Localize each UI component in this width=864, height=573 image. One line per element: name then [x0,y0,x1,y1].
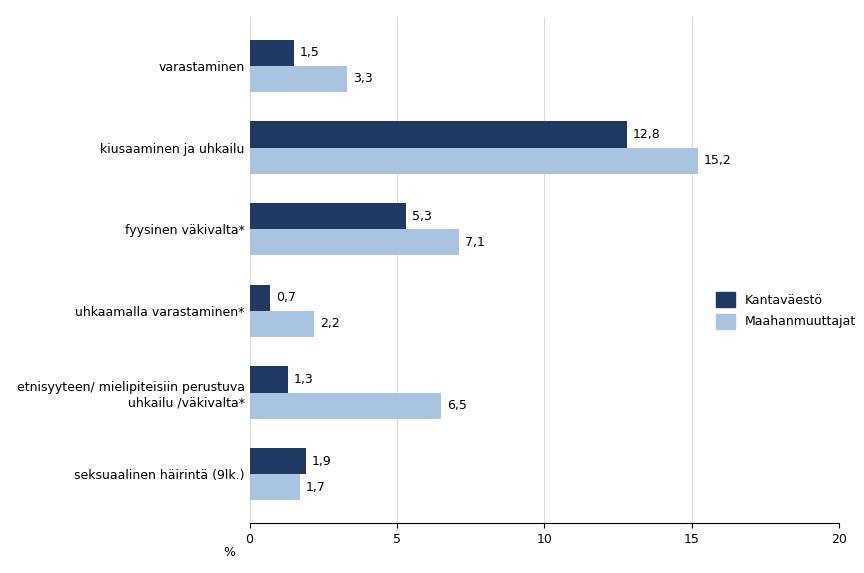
Bar [250,474,300,500]
Text: 15,2: 15,2 [703,154,732,167]
Bar [250,203,406,229]
Bar [250,367,288,393]
X-axis label: %: % [223,546,235,559]
Bar [250,229,459,256]
Bar [250,311,314,337]
Text: 7,1: 7,1 [465,236,485,249]
Bar [250,393,442,419]
Text: 5,3: 5,3 [412,210,432,223]
Bar [250,147,698,174]
Text: 0,7: 0,7 [276,291,296,304]
Bar [250,40,294,66]
Text: 1,5: 1,5 [300,46,320,59]
Bar [250,285,270,311]
Text: 6,5: 6,5 [448,399,467,412]
Text: 1,7: 1,7 [306,481,326,494]
Bar [250,121,627,147]
Text: 2,2: 2,2 [321,317,340,331]
Text: 3,3: 3,3 [353,72,372,85]
Bar [250,66,346,92]
Text: 12,8: 12,8 [633,128,661,141]
Legend: Kantaväestö, Maahanmuuttajat: Kantaväestö, Maahanmuuttajat [716,292,856,329]
Text: 1,3: 1,3 [294,373,314,386]
Text: 1,9: 1,9 [311,455,331,468]
Bar [250,448,306,474]
